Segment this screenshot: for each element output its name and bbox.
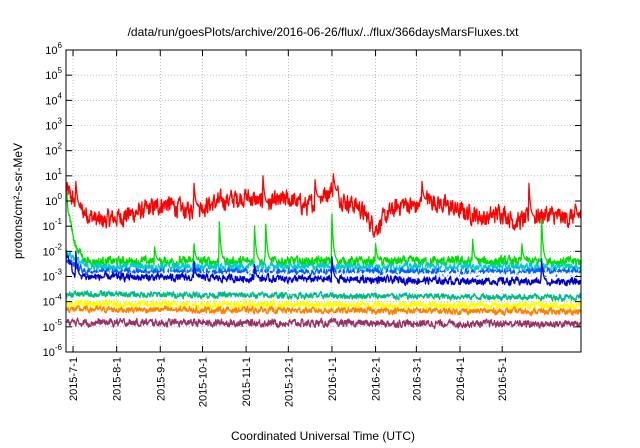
series-line-3 (65, 249, 582, 272)
y-tick-1e-3-label: 10-3 (43, 268, 63, 284)
x-axis-title: Coordinated Universal Time (UTC) (231, 429, 415, 443)
y-tick-1e3-label: 103 (45, 117, 62, 133)
y-tick-1e0-label: 100 (45, 192, 62, 208)
x-tick-2015-07-01-label: 2015-7-1 (68, 357, 80, 401)
x-tick-2015-11-01-label: 2015-11-1 (241, 357, 253, 406)
y-axis-title: protons/cm²-s-sr-MeV (11, 143, 25, 259)
series-line-7 (65, 289, 582, 302)
y-tick-1e1-label: 101 (45, 167, 62, 183)
x-tick-2016-03-01-label: 2016-3-1 (411, 357, 423, 401)
series-line-8 (65, 298, 582, 311)
series-line-2 (65, 190, 582, 268)
x-tick-2015-10-01-label: 2015-10-1 (197, 357, 209, 407)
y-axis: 10-6 10-5 10-4 10-3 10-2 10-1 100 101 102 103 104 1… (43, 41, 581, 359)
y-tick-1e2-label: 102 (45, 142, 62, 158)
series-line-6 (65, 250, 582, 287)
x-tick-2015-09-01-label: 2015-9-1 (155, 357, 167, 401)
x-axis: 2015-7-1 2015-8-1 2015-9-1 2015-10-1 2015-11… (68, 50, 509, 407)
x-tick-2015-12-01-label: 2015-12-1 (283, 357, 295, 407)
y-tick-1e-6-label: 10-6 (43, 343, 63, 359)
x-tick-2016-04-01-label: 2016-4-1 (455, 357, 467, 401)
y-tick-1e4-label: 104 (45, 91, 62, 107)
series-layer (65, 173, 582, 330)
y-tick-1e-1-label: 10-1 (43, 217, 63, 233)
x-tick-2016-01-01-label: 2016-1-1 (327, 357, 339, 401)
series-line-9 (65, 304, 582, 317)
y-tick-1e-5-label: 10-5 (43, 318, 63, 334)
x-tick-2016-02-01-label: 2016-2-1 (371, 357, 383, 401)
y-tick-1e6-label: 106 (45, 41, 62, 57)
x-tick-2016-05-01-label: 2016-5-1 (497, 357, 509, 401)
series-line-10 (65, 317, 582, 330)
y-tick-1e-2-label: 10-2 (43, 242, 63, 258)
chart-title: /data/run/goesPlots/archive/2016-06-26/f… (128, 25, 520, 39)
y-tick-1e-4-label: 10-4 (43, 293, 63, 309)
y-tick-1e5-label: 105 (45, 66, 62, 82)
x-tick-2015-08-01-label: 2015-8-1 (112, 357, 124, 401)
series-line-1 (65, 173, 582, 238)
